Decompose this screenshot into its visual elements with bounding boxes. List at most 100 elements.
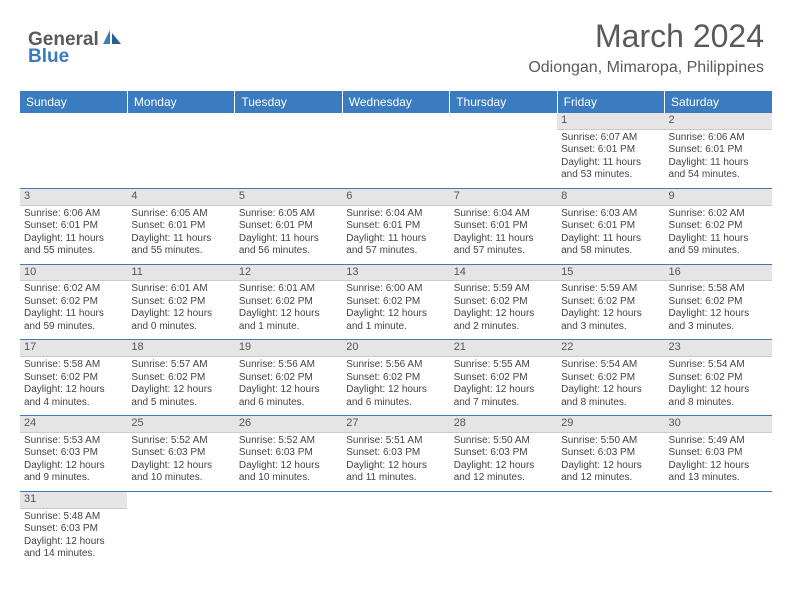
cell-line: and 3 minutes. bbox=[669, 321, 768, 334]
day-number: 28 bbox=[450, 416, 557, 433]
cell-line: Daylight: 11 hours bbox=[131, 233, 230, 246]
day-number: 24 bbox=[20, 416, 127, 433]
cell-line: Sunrise: 6:06 AM bbox=[669, 132, 768, 145]
calendar-cell: 3Sunrise: 6:06 AMSunset: 6:01 PMDaylight… bbox=[20, 188, 127, 264]
calendar-cell: 30Sunrise: 5:49 AMSunset: 6:03 PMDayligh… bbox=[665, 416, 772, 492]
cell-line: Sunrise: 5:52 AM bbox=[239, 435, 338, 448]
day-number: 15 bbox=[557, 265, 664, 282]
calendar-cell: 18Sunrise: 5:57 AMSunset: 6:02 PMDayligh… bbox=[127, 340, 234, 416]
cell-line: Sunrise: 6:00 AM bbox=[346, 283, 445, 296]
calendar-cell: 26Sunrise: 5:52 AMSunset: 6:03 PMDayligh… bbox=[235, 416, 342, 492]
cell-line: Daylight: 12 hours bbox=[454, 308, 553, 321]
cell-line: and 10 minutes. bbox=[239, 472, 338, 485]
cell-line: Sunset: 6:02 PM bbox=[561, 372, 660, 385]
day-number: 25 bbox=[127, 416, 234, 433]
calendar-cell bbox=[20, 113, 127, 188]
cell-line: Daylight: 12 hours bbox=[561, 460, 660, 473]
cell-line: and 14 minutes. bbox=[24, 548, 123, 561]
calendar-cell: 19Sunrise: 5:56 AMSunset: 6:02 PMDayligh… bbox=[235, 340, 342, 416]
cell-line: and 5 minutes. bbox=[131, 397, 230, 410]
weekday-header: Tuesday bbox=[235, 91, 342, 113]
cell-line: Sunrise: 6:05 AM bbox=[131, 208, 230, 221]
cell-line: Daylight: 12 hours bbox=[561, 384, 660, 397]
cell-line: Sunset: 6:02 PM bbox=[669, 372, 768, 385]
cell-line: Daylight: 11 hours bbox=[669, 157, 768, 170]
calendar-cell: 5Sunrise: 6:05 AMSunset: 6:01 PMDaylight… bbox=[235, 188, 342, 264]
cell-line: and 58 minutes. bbox=[561, 245, 660, 258]
cell-line: Sunset: 6:03 PM bbox=[454, 447, 553, 460]
day-number: 8 bbox=[557, 189, 664, 206]
cell-line: Sunset: 6:02 PM bbox=[454, 372, 553, 385]
cell-line: Daylight: 12 hours bbox=[239, 460, 338, 473]
cell-line: Sunset: 6:03 PM bbox=[131, 447, 230, 460]
cell-line: Daylight: 12 hours bbox=[239, 308, 338, 321]
cell-line: and 2 minutes. bbox=[454, 321, 553, 334]
cell-line: Sunset: 6:01 PM bbox=[346, 220, 445, 233]
day-number: 18 bbox=[127, 340, 234, 357]
day-number: 4 bbox=[127, 189, 234, 206]
weekday-header: Friday bbox=[557, 91, 664, 113]
cell-line: Daylight: 11 hours bbox=[24, 233, 123, 246]
calendar-cell: 9Sunrise: 6:02 AMSunset: 6:02 PMDaylight… bbox=[665, 188, 772, 264]
cell-line: Daylight: 12 hours bbox=[346, 308, 445, 321]
calendar-cell bbox=[127, 491, 234, 566]
calendar-cell: 10Sunrise: 6:02 AMSunset: 6:02 PMDayligh… bbox=[20, 264, 127, 340]
cell-line: Sunset: 6:03 PM bbox=[24, 447, 123, 460]
calendar-cell: 21 Sunrise: 5:55 AMSunset: 6:02 PMDayligh… bbox=[450, 340, 557, 416]
cell-line: Daylight: 12 hours bbox=[346, 384, 445, 397]
cell-line: and 0 minutes. bbox=[131, 321, 230, 334]
cell-line: and 11 minutes. bbox=[346, 472, 445, 485]
cell-line: Sunset: 6:02 PM bbox=[346, 372, 445, 385]
cell-line: and 57 minutes. bbox=[346, 245, 445, 258]
cell-line: and 56 minutes. bbox=[239, 245, 338, 258]
cell-line: and 54 minutes. bbox=[669, 169, 768, 182]
calendar-cell: 14Sunrise: 5:59 AMSunset: 6:02 PMDayligh… bbox=[450, 264, 557, 340]
calendar-cell bbox=[450, 113, 557, 188]
cell-line: Daylight: 11 hours bbox=[346, 233, 445, 246]
cell-line: Sunset: 6:02 PM bbox=[24, 372, 123, 385]
cell-line: Daylight: 12 hours bbox=[669, 308, 768, 321]
cell-line: Daylight: 12 hours bbox=[454, 384, 553, 397]
calendar-cell: 24 Sunrise: 5:53 AMSunset: 6:03 PMDayligh… bbox=[20, 416, 127, 492]
cell-line: Sunset: 6:02 PM bbox=[24, 296, 123, 309]
cell-line: Sunrise: 5:59 AM bbox=[561, 283, 660, 296]
day-number: 21 bbox=[450, 340, 557, 357]
calendar-cell bbox=[342, 113, 449, 188]
calendar-cell: 29Sunrise: 5:50 AMSunset: 6:03 PMDayligh… bbox=[557, 416, 664, 492]
location: Odiongan, Mimaropa, Philippines bbox=[528, 59, 764, 77]
cell-line: Daylight: 12 hours bbox=[24, 460, 123, 473]
calendar-cell: 11Sunrise: 6:01 AMSunset: 6:02 PMDayligh… bbox=[127, 264, 234, 340]
cell-line: Sunrise: 5:56 AM bbox=[346, 359, 445, 372]
weekday-header: Sunday bbox=[20, 91, 127, 113]
calendar-cell bbox=[235, 113, 342, 188]
cell-line: Daylight: 12 hours bbox=[669, 384, 768, 397]
cell-line: and 10 minutes. bbox=[131, 472, 230, 485]
day-number: 19 bbox=[235, 340, 342, 357]
cell-line: and 6 minutes. bbox=[239, 397, 338, 410]
calendar-cell: 13Sunrise: 6:00 AMSunset: 6:02 PMDayligh… bbox=[342, 264, 449, 340]
calendar-cell bbox=[665, 491, 772, 566]
weekday-header: Monday bbox=[127, 91, 234, 113]
cell-line: Sunset: 6:01 PM bbox=[24, 220, 123, 233]
calendar-cell: 6Sunrise: 6:04 AMSunset: 6:01 PMDaylight… bbox=[342, 188, 449, 264]
cell-line: and 59 minutes. bbox=[24, 321, 123, 334]
cell-line: Sunset: 6:02 PM bbox=[239, 296, 338, 309]
cell-line: and 1 minute. bbox=[239, 321, 338, 334]
day-number: 6 bbox=[342, 189, 449, 206]
calendar-cell: 25Sunrise: 5:52 AMSunset: 6:03 PMDayligh… bbox=[127, 416, 234, 492]
title-block: March 2024 Odiongan, Mimaropa, Philippin… bbox=[528, 18, 764, 77]
cell-line: Sunrise: 6:05 AM bbox=[239, 208, 338, 221]
cell-line: Sunrise: 6:01 AM bbox=[239, 283, 338, 296]
cell-line: Sunrise: 5:54 AM bbox=[561, 359, 660, 372]
cell-line: Sunset: 6:01 PM bbox=[561, 220, 660, 233]
day-number: 22 bbox=[557, 340, 664, 357]
cell-line: and 57 minutes. bbox=[454, 245, 553, 258]
calendar-cell: 23Sunrise: 5:54 AMSunset: 6:02 PMDayligh… bbox=[665, 340, 772, 416]
cell-line: Sunrise: 5:53 AM bbox=[24, 435, 123, 448]
cell-line: Sunset: 6:01 PM bbox=[454, 220, 553, 233]
calendar-cell: 31Sunrise: 5:48 AMSunset: 6:03 PMDayligh… bbox=[20, 491, 127, 566]
cell-line: Sunset: 6:03 PM bbox=[24, 523, 123, 536]
cell-line: Sunrise: 5:55 AM bbox=[454, 359, 553, 372]
day-number: 3 bbox=[20, 189, 127, 206]
calendar-cell: 28Sunrise: 5:50 AMSunset: 6:03 PMDayligh… bbox=[450, 416, 557, 492]
